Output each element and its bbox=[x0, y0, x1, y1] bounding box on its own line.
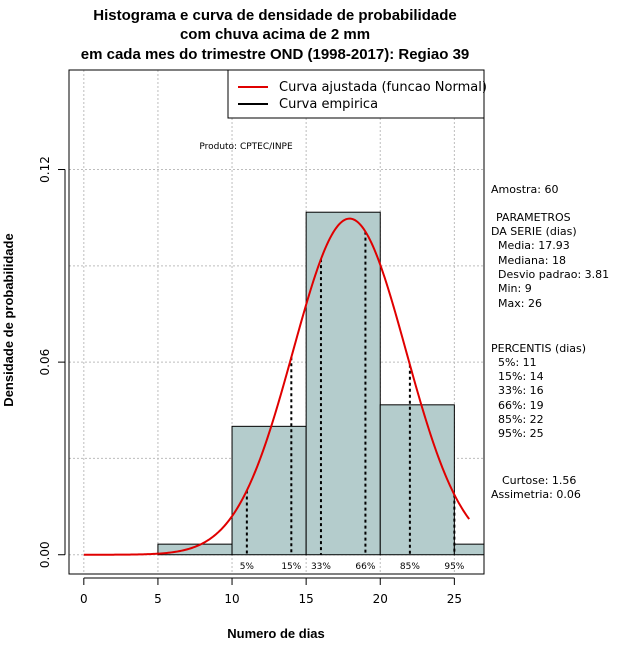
x-axis: 0 5 10 15 20 25 bbox=[80, 577, 462, 606]
chart-title-line-2: com chuva acima de 2 mm bbox=[180, 26, 370, 43]
y-axis: 0.00 0.06 0.12 bbox=[38, 156, 66, 568]
stat-percentiles-header: PERCENTIS (dias) bbox=[491, 342, 586, 355]
product-annotation: Produto: CPTEC/INPE bbox=[199, 142, 293, 152]
legend-label-fitted: Curva ajustada (funcao Normal) bbox=[279, 80, 487, 95]
histogram-bar bbox=[379, 404, 455, 556]
histogram-bar bbox=[305, 211, 381, 556]
stat-kurtosis: Curtose: 1.56 bbox=[502, 474, 576, 487]
stat-p33: 33%: 16 bbox=[498, 384, 544, 397]
percentile-label: 15% bbox=[281, 562, 301, 572]
chart-title-line-1: Histograma e curva de densidade de proba… bbox=[93, 7, 456, 24]
normal-curve-line bbox=[83, 217, 470, 556]
legend: Curva ajustada (funcao Normal) Curva emp… bbox=[227, 69, 487, 119]
x-axis-title: Numero de dias bbox=[227, 626, 325, 641]
percentile-label: 66% bbox=[355, 562, 375, 572]
stat-skewness: Assimetria: 0.06 bbox=[491, 488, 581, 501]
stat-min: Min: 9 bbox=[498, 282, 532, 295]
stat-max: Max: 26 bbox=[498, 297, 542, 310]
percentile-label: 33% bbox=[311, 562, 331, 572]
stat-sample: Amostra: 60 bbox=[491, 183, 558, 196]
histogram-bar bbox=[231, 425, 307, 556]
x-tick-label: 5 bbox=[154, 592, 162, 606]
histogram-bar bbox=[453, 543, 485, 556]
normal-curve bbox=[83, 217, 470, 556]
x-tick-label: 0 bbox=[80, 592, 88, 606]
x-tick-label: 25 bbox=[447, 592, 462, 606]
stat-sd: Desvio padrao: 3.81 bbox=[498, 268, 609, 281]
stat-mean: Media: 17.93 bbox=[498, 239, 570, 252]
stat-median: Mediana: 18 bbox=[498, 254, 566, 267]
stat-p5: 5%: 11 bbox=[498, 356, 537, 369]
x-tick-label: 20 bbox=[373, 592, 388, 606]
x-tick-label: 10 bbox=[224, 592, 239, 606]
stat-p95: 95%: 25 bbox=[498, 427, 544, 440]
stat-p15: 15%: 14 bbox=[498, 370, 544, 383]
y-tick-label: 0.12 bbox=[38, 156, 52, 183]
stats-panel: Amostra: 60 PARAMETROS DA SERIE (dias) M… bbox=[491, 183, 609, 501]
percentile-markers: 5% 15% 33% 66% 85% 95% bbox=[240, 231, 465, 572]
histogram-bars bbox=[157, 211, 485, 556]
stat-params-header: PARAMETROS bbox=[496, 211, 571, 224]
legend-label-empirical: Curva empirica bbox=[279, 97, 378, 112]
chart-title-line-3: em cada mes do trimestre OND (1998-2017)… bbox=[81, 46, 470, 63]
x-tick-label: 15 bbox=[299, 592, 314, 606]
y-tick-label: 0.06 bbox=[38, 349, 52, 376]
stat-p85: 85%: 22 bbox=[498, 413, 544, 426]
percentile-label: 5% bbox=[240, 562, 255, 572]
stat-p66: 66%: 19 bbox=[498, 399, 544, 412]
y-axis-title: Densidade de probabilidade bbox=[1, 233, 16, 406]
legend-box bbox=[227, 69, 485, 119]
percentile-label: 85% bbox=[400, 562, 420, 572]
y-tick-label: 0.00 bbox=[38, 541, 52, 568]
stat-params-subheader: DA SERIE (dias) bbox=[491, 225, 577, 238]
percentile-label: 95% bbox=[444, 562, 464, 572]
